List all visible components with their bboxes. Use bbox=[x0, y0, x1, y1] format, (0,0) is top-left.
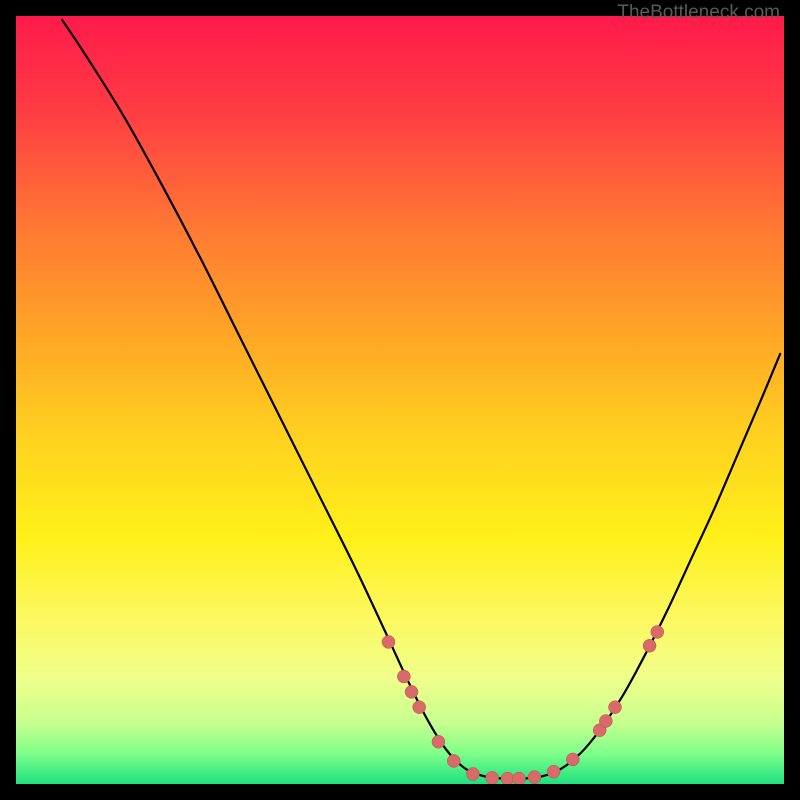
data-marker bbox=[432, 735, 445, 748]
data-marker bbox=[566, 753, 579, 766]
data-marker bbox=[609, 701, 622, 714]
data-marker bbox=[447, 754, 460, 767]
data-marker bbox=[599, 715, 612, 728]
data-marker bbox=[513, 772, 526, 784]
plot-area bbox=[16, 16, 784, 784]
data-marker bbox=[405, 685, 418, 698]
data-marker bbox=[397, 670, 410, 683]
watermark-text: TheBottleneck.com bbox=[617, 2, 780, 24]
data-marker bbox=[651, 625, 664, 638]
chart-outer: TheBottleneck.com bbox=[0, 0, 800, 800]
data-marker bbox=[413, 701, 426, 714]
data-marker bbox=[486, 771, 499, 784]
plot-svg bbox=[16, 16, 784, 784]
data-marker bbox=[528, 771, 541, 784]
data-marker bbox=[547, 765, 560, 778]
data-marker bbox=[382, 635, 395, 648]
data-marker bbox=[643, 639, 656, 652]
data-marker bbox=[466, 768, 479, 781]
data-marker bbox=[501, 772, 514, 784]
